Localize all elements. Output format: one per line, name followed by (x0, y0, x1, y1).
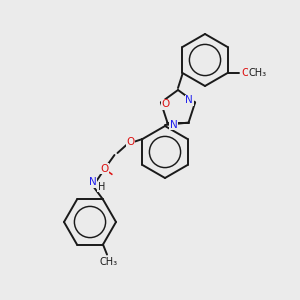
Text: O: O (126, 137, 135, 147)
Text: N: N (169, 120, 177, 130)
Text: N: N (185, 95, 193, 105)
Text: O: O (242, 68, 250, 78)
Text: CH₃: CH₃ (100, 256, 118, 266)
Text: N: N (88, 177, 96, 187)
Text: O: O (100, 164, 108, 174)
Text: O: O (162, 99, 170, 110)
Text: CH₃: CH₃ (248, 68, 267, 78)
Text: H: H (98, 182, 105, 192)
